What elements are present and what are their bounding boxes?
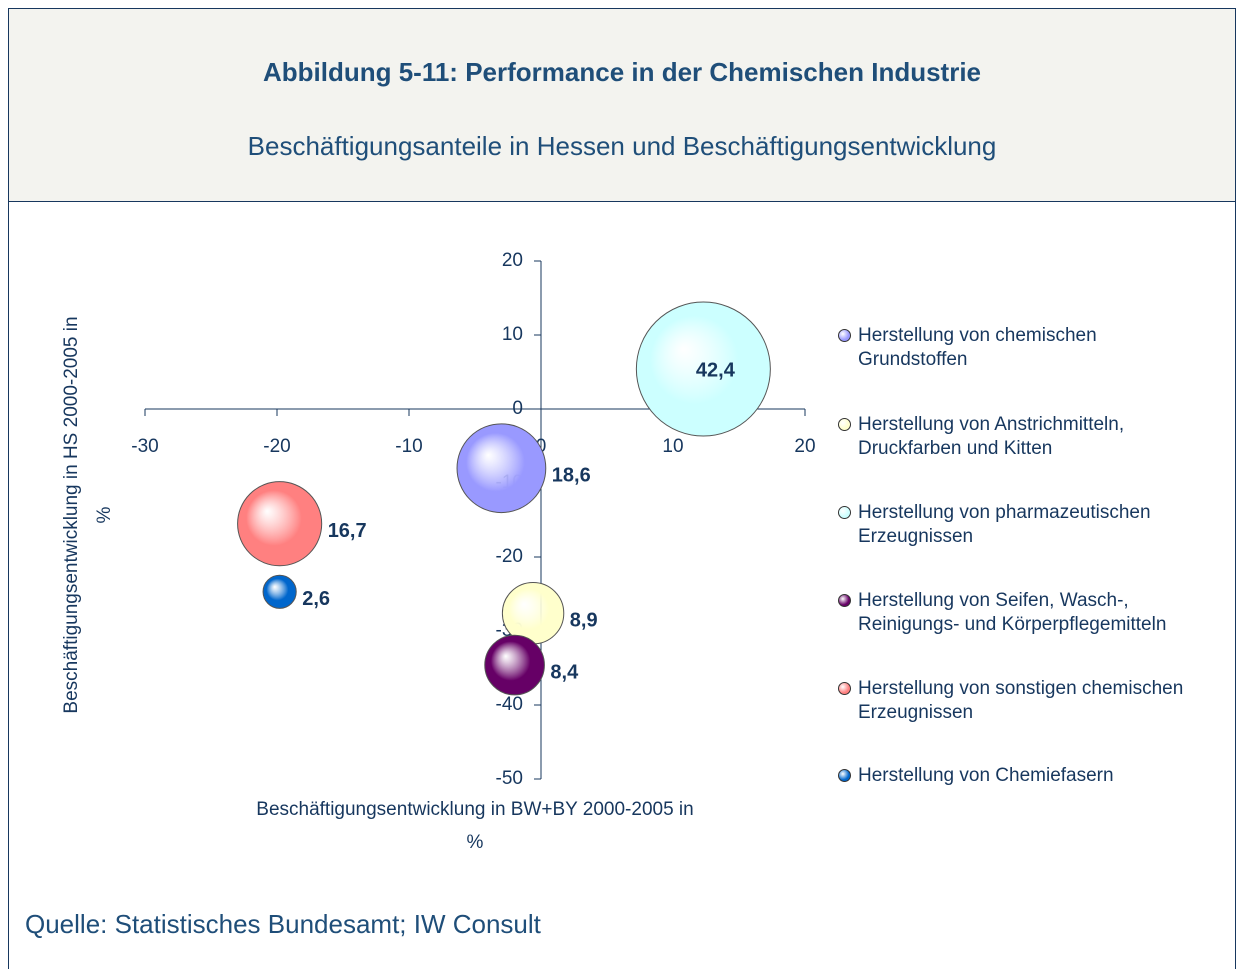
legend-item: Herstellung von sonstigen chemischen Erz… bbox=[838, 677, 1210, 725]
header: Abbildung 5-11: Performance in der Chemi… bbox=[9, 9, 1235, 202]
data-label: 16,7 bbox=[328, 520, 367, 542]
frame: Abbildung 5-11: Performance in der Chemi… bbox=[8, 8, 1236, 969]
x-tick-label: -30 bbox=[131, 436, 158, 457]
data-label: 8,9 bbox=[570, 610, 598, 632]
legend-label: Herstellung von Chemiefasern bbox=[858, 765, 1114, 786]
bubble bbox=[237, 481, 323, 567]
y-tick-label: -50 bbox=[496, 768, 523, 789]
y-tick-label: 10 bbox=[502, 324, 523, 345]
legend-item: Herstellung von Seifen, Wasch-, Reinigun… bbox=[838, 589, 1210, 637]
legend-marker bbox=[838, 329, 851, 342]
bubble bbox=[635, 301, 771, 437]
x-tick-label: -20 bbox=[263, 436, 290, 457]
x-axis-label: Beschäftigungsentwicklung in BW+BY 2000-… bbox=[256, 799, 693, 853]
x-tick-label: 10 bbox=[662, 436, 683, 457]
legend-item: Herstellung von chemischen Grundstoffen bbox=[838, 324, 1210, 372]
legend-item: Herstellung von pharmazeutischen Erzeugn… bbox=[838, 501, 1210, 549]
legend-marker bbox=[838, 769, 851, 782]
data-label: 8,4 bbox=[550, 661, 579, 683]
data-label: 2,6 bbox=[302, 588, 330, 610]
y-tick-label: -40 bbox=[496, 694, 523, 715]
y-tick-label: -20 bbox=[496, 546, 523, 567]
y-axis-label: Beschäftigungsentwicklung in HS 2000-200… bbox=[61, 316, 115, 713]
chart-subtitle: Beschäftigungsanteile in Hessen und Besc… bbox=[247, 131, 997, 161]
legend-marker bbox=[838, 506, 851, 519]
bubble bbox=[262, 574, 297, 609]
legend-item: Herstellung von Anstrichmitteln, Druckfa… bbox=[838, 413, 1210, 461]
y-tick-label: 0 bbox=[512, 398, 523, 419]
legend-label: Herstellung von sonstigen chemischen Erz… bbox=[858, 678, 1184, 723]
data-label: 18,6 bbox=[552, 464, 591, 486]
x-tick-label: -10 bbox=[395, 436, 422, 457]
legend-label: Herstellung von chemischen Grundstoffen bbox=[858, 325, 1097, 370]
x-tick-label: 0 bbox=[536, 436, 547, 457]
legend-marker bbox=[838, 594, 851, 607]
source-note: Quelle: Statistisches Bundesamt; IW Cons… bbox=[25, 909, 541, 939]
legend-marker bbox=[838, 682, 851, 695]
bubble bbox=[501, 582, 565, 645]
x-tick-label: 20 bbox=[794, 436, 815, 457]
legend-marker bbox=[838, 418, 851, 431]
legend-label: Herstellung von Anstrichmitteln, Druckfa… bbox=[858, 414, 1125, 459]
legend-item: Herstellung von Chemiefasern bbox=[838, 764, 1210, 788]
legend-label: Herstellung von pharmazeutischen Erzeugn… bbox=[858, 502, 1151, 547]
chart-title: Abbildung 5-11: Performance in der Chemi… bbox=[262, 57, 982, 87]
bubble bbox=[456, 423, 547, 514]
legend-label: Herstellung von Seifen, Wasch-, Reinigun… bbox=[858, 590, 1167, 635]
y-tick-label: 20 bbox=[502, 250, 523, 271]
bubble bbox=[484, 634, 545, 696]
data-label: 42,4 bbox=[696, 359, 736, 381]
